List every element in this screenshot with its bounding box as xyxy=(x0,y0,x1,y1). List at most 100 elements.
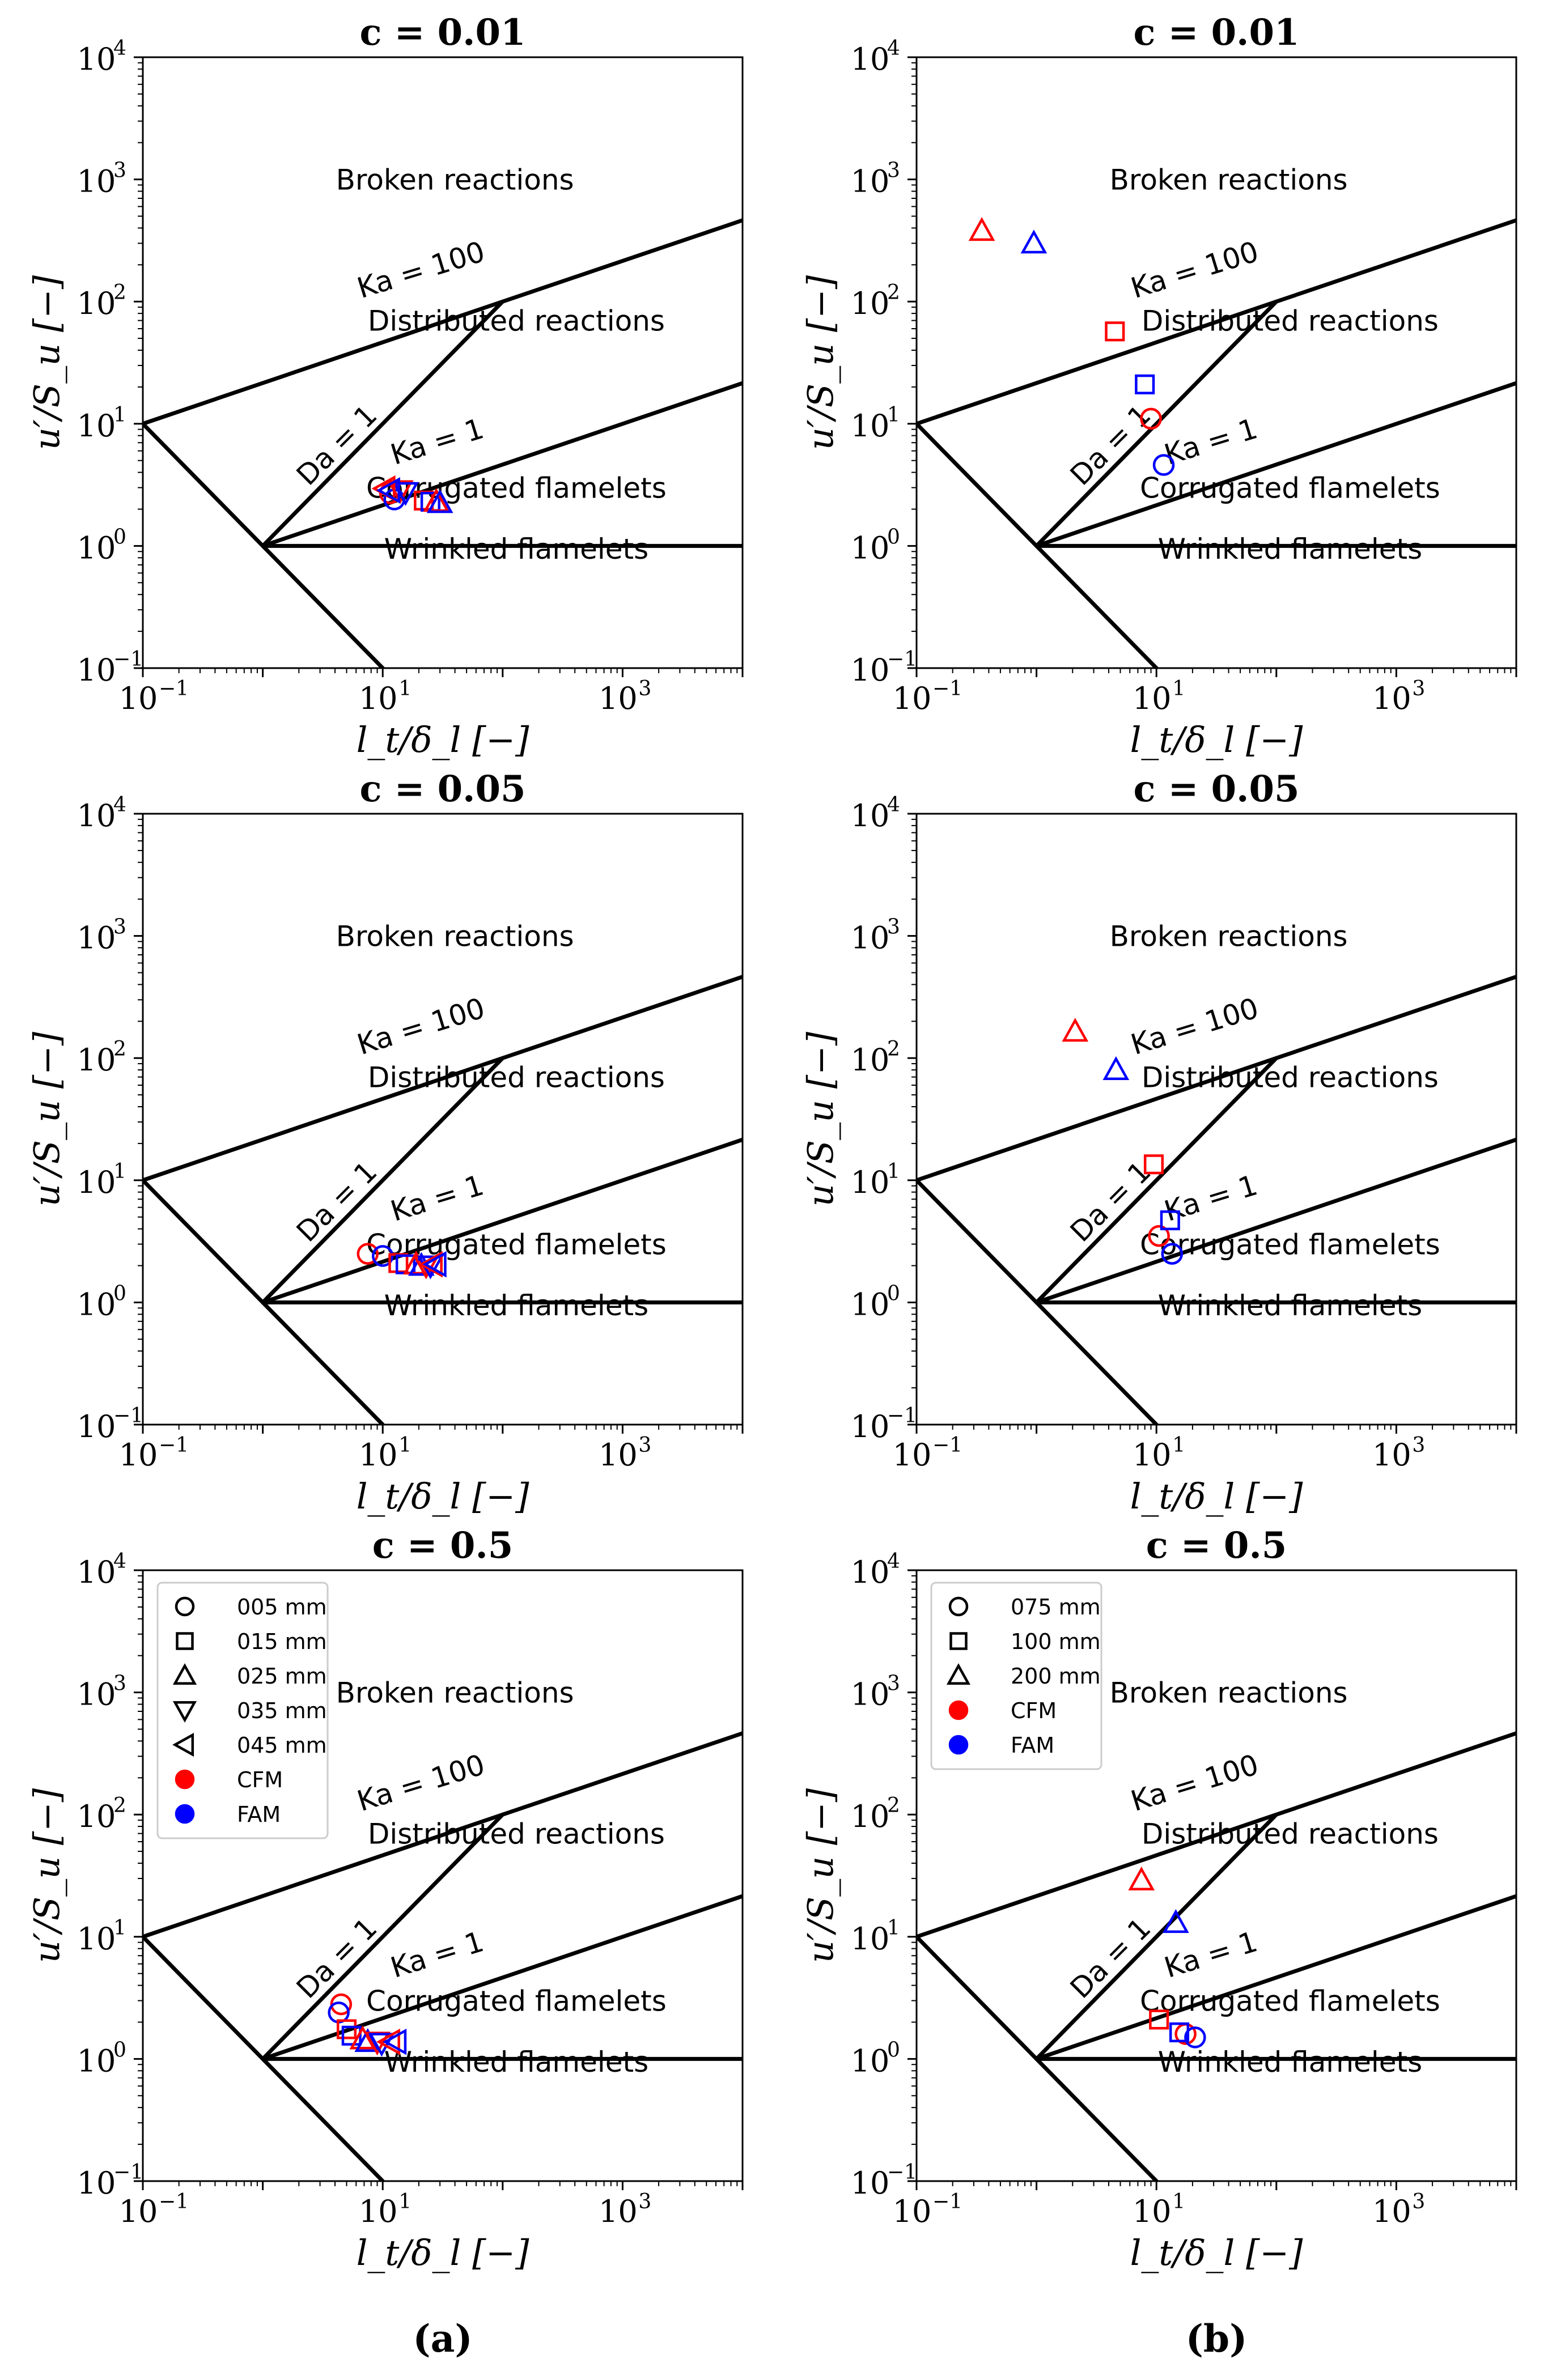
legend-marker xyxy=(175,1804,195,1824)
chart-title: c = 0.05 xyxy=(1133,768,1299,810)
y-axis-label: u′/S_u [−] xyxy=(26,1788,67,1963)
legend-label: CFM xyxy=(1011,1698,1057,1723)
legend-marker xyxy=(948,1735,969,1755)
x-tick-label: 10 xyxy=(1372,681,1411,716)
legend-marker xyxy=(948,1700,969,1720)
data-point-005-mm-fam xyxy=(371,1245,394,1267)
x-tick-label: 10 xyxy=(599,2194,638,2229)
chart-title: c = 0.01 xyxy=(359,11,525,54)
y-tick-exponent: 2 xyxy=(887,281,900,304)
x-tick-label: 10 xyxy=(599,681,638,716)
data-point-015-mm-cfm xyxy=(388,1253,409,1273)
x-tick-exponent: −1 xyxy=(932,2190,962,2213)
ka-100-label: Ka = 100 xyxy=(353,992,489,1061)
data-point-200-mm-cfm xyxy=(1062,1018,1089,1042)
ka-1-line xyxy=(1034,381,1516,548)
left-diagonal-line xyxy=(143,1178,385,1425)
x-tick-label: 10 xyxy=(1372,2194,1411,2229)
y-tick-label: 10 xyxy=(77,1921,116,1957)
ka-1-label: Ka = 1 xyxy=(387,1168,487,1228)
ka-1-line xyxy=(261,381,743,548)
ka-100-upper-line xyxy=(501,218,743,304)
ka-100-line xyxy=(917,299,1279,426)
tick-marks xyxy=(907,1569,1517,2190)
x-tick-label: 10 xyxy=(893,2194,932,2229)
ka-100-label: Ka = 100 xyxy=(1127,1748,1262,1818)
legend-marker xyxy=(175,1769,195,1790)
y-tick-label: 10 xyxy=(77,1409,116,1444)
data-points xyxy=(371,475,453,513)
y-tick-exponent: 2 xyxy=(113,1038,126,1061)
y-tick-exponent: 0 xyxy=(887,525,900,549)
x-tick-exponent: −1 xyxy=(159,1434,189,1457)
data-points xyxy=(357,1243,447,1280)
x-tick-exponent: 3 xyxy=(1412,1434,1425,1457)
data-point-045-mm-cfm xyxy=(376,2028,400,2055)
data-point-075-mm-fam xyxy=(1161,1243,1184,1265)
tick-marks xyxy=(134,813,744,1434)
data-points xyxy=(1128,1866,1206,2048)
x-tick-exponent: 3 xyxy=(638,677,651,700)
legend-marker xyxy=(175,1596,195,1617)
y-tick-label: 10 xyxy=(851,652,890,688)
x-tick-label: 10 xyxy=(119,1437,158,1473)
y-tick-label: 10 xyxy=(77,920,116,956)
data-points xyxy=(968,217,1175,476)
y-tick-label: 10 xyxy=(851,2165,890,2201)
region-label: Wrinkled flamelets xyxy=(384,533,648,566)
region-label: Distributed reactions xyxy=(1142,1061,1439,1094)
y-tick-exponent: −1 xyxy=(887,1404,917,1427)
ka-100-line xyxy=(143,1812,505,1939)
y-tick-label: 10 xyxy=(77,164,116,199)
regime-boundaries xyxy=(917,1731,1516,2181)
x-tick-exponent: 1 xyxy=(1172,2190,1185,2213)
region-label: Distributed reactions xyxy=(368,1061,665,1094)
y-tick-exponent: 0 xyxy=(887,1282,900,1305)
da-1-line xyxy=(261,299,505,548)
ka-1-label: Ka = 1 xyxy=(387,412,487,471)
x-tick-exponent: 3 xyxy=(1412,677,1425,700)
y-tick-exponent: 3 xyxy=(113,916,126,939)
region-label: Wrinkled flamelets xyxy=(1158,2046,1422,2079)
region-label: Wrinkled flamelets xyxy=(384,2046,648,2079)
y-tick-label: 10 xyxy=(77,2043,116,2079)
y-tick-exponent: 0 xyxy=(113,2038,126,2062)
y-tick-label: 10 xyxy=(851,1554,890,1590)
y-tick-exponent: 4 xyxy=(887,37,900,60)
panel-6: c = 0.510 −1 10 1 10 310−1100101102103104l_t/… xyxy=(800,1524,1517,2273)
data-point-200-mm-fam xyxy=(1162,1909,1189,1933)
y-tick-exponent: 1 xyxy=(113,1916,126,1940)
axes-frame xyxy=(142,56,744,669)
x-tick-label: 10 xyxy=(1133,681,1172,716)
x-tick-exponent: 3 xyxy=(638,1434,651,1457)
da-1-line xyxy=(1034,1056,1279,1304)
y-tick-label: 10 xyxy=(851,1409,890,1444)
y-tick-label: 10 xyxy=(851,1921,890,1957)
y-axis-label: u′/S_u [−] xyxy=(26,275,67,450)
region-label: Distributed reactions xyxy=(1142,305,1439,338)
left-diagonal-line xyxy=(917,1178,1159,1425)
da-1-line xyxy=(1034,299,1279,548)
y-tick-exponent: −1 xyxy=(113,1404,143,1427)
panel-5: c = 0.510 −1 10 1 10 310−1100101102103104l_t/… xyxy=(26,1524,744,2273)
region-label: Corrugated flamelets xyxy=(366,1985,667,2018)
x-tick-exponent: 1 xyxy=(1172,1434,1185,1457)
x-axis-label: l_t/δ_l [−] xyxy=(357,1476,530,1517)
left-diagonal-line xyxy=(917,1935,1159,2181)
y-tick-label: 10 xyxy=(851,1799,890,1834)
y-tick-label: 10 xyxy=(77,1286,116,1322)
data-point-045-mm-cfm xyxy=(418,1251,443,1278)
y-tick-label: 10 xyxy=(77,1677,116,1712)
tick-marks xyxy=(907,813,1517,1434)
x-tick-exponent: −1 xyxy=(932,1434,962,1457)
data-point-200-mm-fam xyxy=(1020,230,1047,254)
data-point-200-mm-cfm xyxy=(968,217,995,241)
ka-100-upper-line xyxy=(1274,975,1516,1060)
regime-boundaries xyxy=(143,975,743,1425)
ka-100-label: Ka = 100 xyxy=(1127,235,1262,305)
y-tick-exponent: −1 xyxy=(887,2161,917,2184)
tick-marks xyxy=(134,1569,744,2190)
y-tick-label: 10 xyxy=(851,1164,890,1200)
regime-boundaries xyxy=(143,218,743,668)
